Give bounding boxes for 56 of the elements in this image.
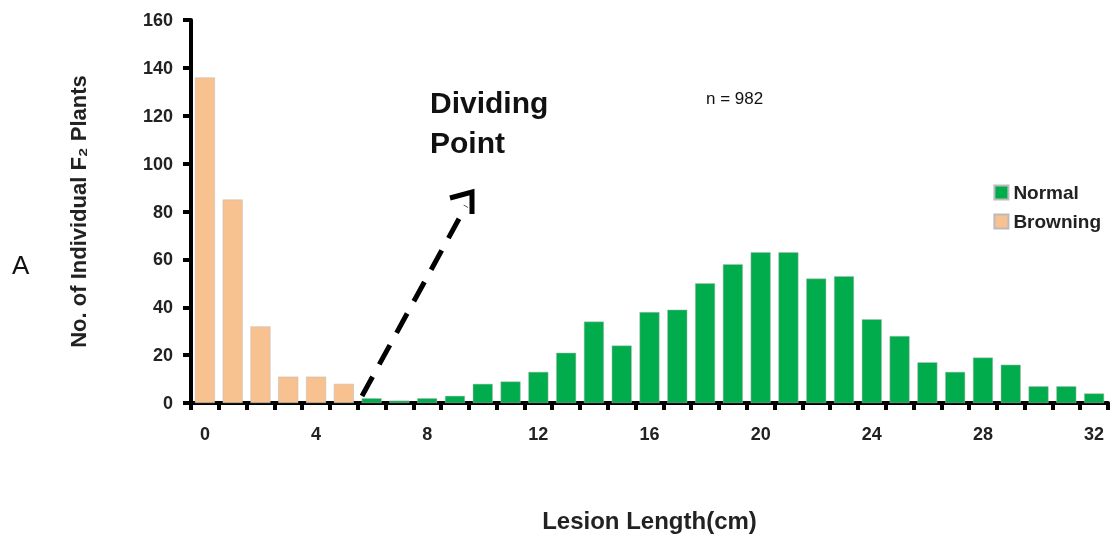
y-tick-label: 100 xyxy=(142,153,173,174)
bar xyxy=(667,309,688,403)
y-tick-label: 20 xyxy=(152,345,173,366)
legend-label: Browning xyxy=(1013,211,1102,232)
bar xyxy=(417,398,438,403)
bar xyxy=(278,376,299,403)
y-tick-label: 140 xyxy=(142,57,173,78)
x-tick-label: 12 xyxy=(528,424,549,444)
annotation: Dividing Point xyxy=(430,85,549,159)
bar xyxy=(750,252,771,403)
x-tick-label: 4 xyxy=(311,424,322,444)
x-tick-label: 28 xyxy=(972,424,993,444)
bar xyxy=(889,335,910,403)
bar xyxy=(361,398,382,403)
bar xyxy=(222,199,243,403)
bar xyxy=(500,381,521,403)
x-tick-label: 24 xyxy=(861,424,882,444)
x-tick-label: 20 xyxy=(750,424,771,444)
y-tick-label: 0 xyxy=(162,393,173,413)
text: A xyxy=(12,250,30,280)
y-tick-label: 40 xyxy=(152,297,173,318)
bar xyxy=(722,264,743,403)
bar xyxy=(1000,364,1021,403)
bar xyxy=(583,321,604,403)
x-tick-label: 8 xyxy=(422,424,433,444)
bar xyxy=(250,326,271,403)
annotation: n = 982 xyxy=(706,89,764,108)
bar xyxy=(472,383,493,403)
x-tick-label: 16 xyxy=(639,424,660,444)
y-tick-label: 60 xyxy=(152,249,173,270)
x-tick-label: 0 xyxy=(199,424,210,444)
bar xyxy=(834,276,855,403)
bar xyxy=(806,278,827,403)
bar xyxy=(972,357,993,403)
bar xyxy=(611,345,632,403)
y-tick-label: 80 xyxy=(152,201,173,222)
y-axis-title: No. of Individual F₂ Plants xyxy=(65,75,91,348)
bar xyxy=(778,252,799,403)
bar xyxy=(695,283,716,403)
bar xyxy=(556,352,577,403)
x-tick-label: 32 xyxy=(1084,424,1105,444)
bar xyxy=(528,371,549,403)
bar xyxy=(1056,386,1077,403)
y-tick-label: 160 xyxy=(142,10,173,30)
bar xyxy=(861,319,882,403)
bar xyxy=(1028,386,1049,403)
bar xyxy=(1084,393,1105,403)
bar xyxy=(917,362,938,403)
bar xyxy=(639,312,660,403)
bar xyxy=(444,395,465,403)
bar xyxy=(306,376,327,403)
bar xyxy=(333,383,354,403)
x-axis-title: Lesion Length(cm) xyxy=(542,506,757,534)
bar xyxy=(945,371,966,403)
y-tick-label: 120 xyxy=(142,105,173,126)
legend-label: Normal xyxy=(1013,182,1079,203)
